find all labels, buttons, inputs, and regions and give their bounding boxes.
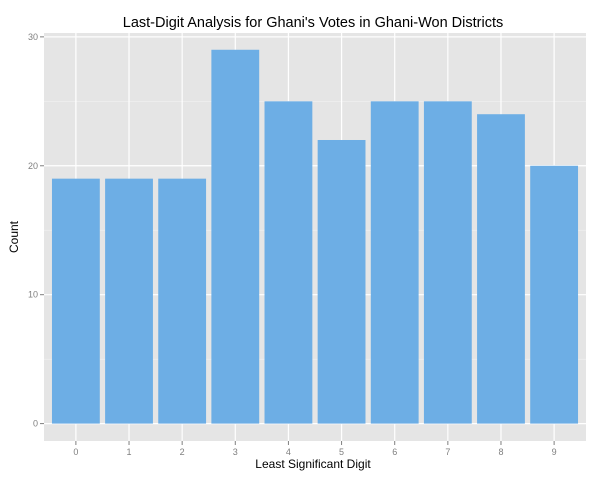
bar-8 [477,114,525,424]
x-axis-title: Least Significant Digit [255,457,371,471]
y-axis: 0 10 20 30 [28,32,44,429]
y-tick-label: 20 [28,161,38,171]
x-tick-label: 0 [73,447,78,457]
bar-9 [530,165,579,424]
bars [51,49,579,424]
bar-3 [211,49,260,424]
y-tick-label: 10 [28,290,38,300]
x-tick-label: 8 [498,447,503,457]
x-tick-label: 5 [339,447,344,457]
y-tick-label: 30 [28,32,38,42]
x-tick-label: 2 [180,447,185,457]
x-tick-label: 6 [392,447,397,457]
x-tick-label: 1 [127,447,132,457]
chart-title: Last-Digit Analysis for Ghani's Votes in… [123,15,503,31]
x-axis: 0 1 2 3 4 5 6 7 8 9 [73,441,557,457]
y-axis-title: Count [7,220,21,253]
bar-6 [370,101,419,424]
bar-7 [423,101,472,424]
bar-5 [317,139,366,424]
x-tick-label: 9 [552,447,557,457]
x-tick-label: 3 [233,447,238,457]
bar-2 [158,178,207,424]
x-tick-label: 7 [445,447,450,457]
bar-4 [264,101,313,424]
y-tick-label: 0 [33,419,38,429]
bar-1 [105,178,153,424]
bar-0 [51,178,100,424]
x-tick-label: 4 [286,447,291,457]
